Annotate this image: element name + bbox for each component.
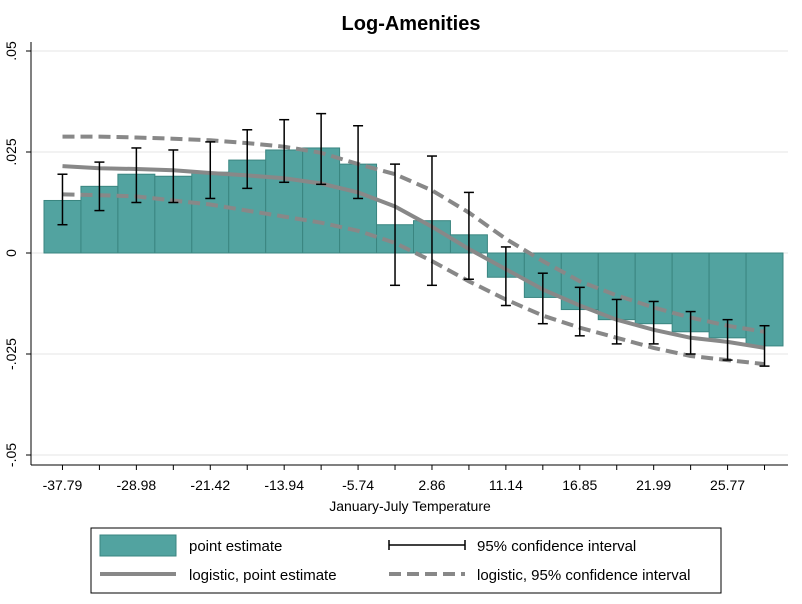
bars [43,147,784,347]
y-tick-label: -.025 [3,338,19,370]
x-tick-label: -28.98 [117,477,157,493]
y-tick-label: .05 [3,41,19,61]
bar [597,252,636,321]
legend-label-logistic: logistic, point estimate [189,567,337,584]
x-tick-label: 11.14 [489,477,523,493]
x-tick-label: -5.74 [342,477,374,493]
error-bar [685,310,696,355]
error-bar [205,141,216,200]
logistic-ci-upper-line [62,134,765,334]
legend-label-confidence-interval: 95% confidence interval [477,538,636,555]
error-bar [426,155,437,287]
bar [80,185,119,254]
error-bar [242,129,253,190]
error-bar [94,161,105,212]
legend-label-logistic-ci: logistic, 95% confidence interval [477,567,690,584]
legend-box [90,527,722,594]
x-axis-label: January-July Temperature [329,498,491,514]
logistic-ci-lower-line [62,192,765,367]
legend-swatch-confidence-interval [388,540,466,550]
x-ticks: -37.79 -28.98 -21.42 -13.94 -5.74 2.86 11.14 16… [43,465,766,493]
error-bars [57,112,770,367]
x-tick-label: 21.99 [636,477,671,493]
error-bar [57,173,68,226]
x-tick-label: 16.85 [562,477,597,493]
x-tick-label: 25.77 [710,477,745,493]
error-bar [611,298,622,345]
error-bar [316,112,327,186]
error-bar [759,324,770,367]
x-tick-label: -21.42 [190,477,230,493]
chart-title: Log-Amenities [342,13,481,35]
x-tick-label: -37.79 [43,477,83,493]
x-tick-label: 2.86 [418,477,445,493]
y-tick-label: .025 [3,138,19,165]
x-tick-label: -13.94 [264,477,304,493]
error-bar [500,246,511,307]
legend: point estimate 95% confidence interval l… [90,527,722,594]
y-ticks: .05 .025 0 -.025 -.05 [3,41,31,467]
error-bar [648,300,659,345]
error-bar [574,286,585,337]
error-bar [463,191,474,281]
legend-swatch-point-estimate [99,534,177,557]
logistic-point-line [62,164,765,350]
y-tick-label: 0 [3,249,19,257]
error-bar [722,318,733,361]
error-bar [168,149,179,204]
legend-label-point-estimate: point estimate [189,538,282,555]
logistic-curves [62,134,765,367]
error-bar [131,147,142,204]
y-tick-label: -.05 [3,443,19,467]
error-bar [537,272,548,325]
error-bar [279,118,290,184]
error-bar [353,124,364,200]
error-bar [390,163,401,287]
